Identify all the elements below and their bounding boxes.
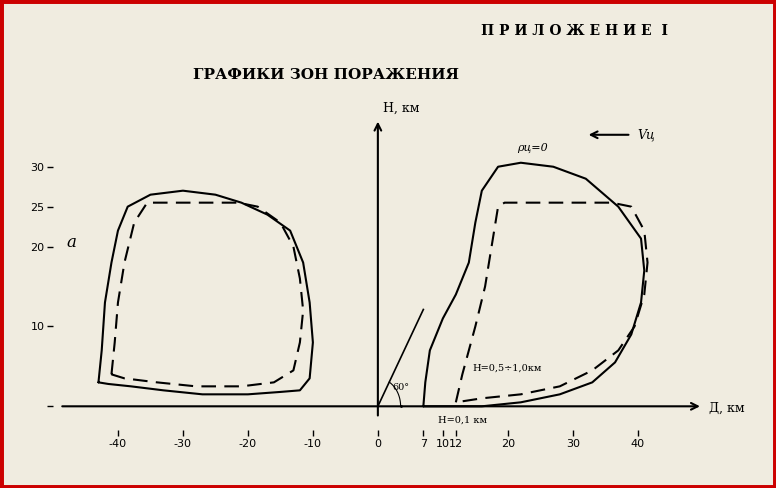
Text: П Р И Л О Ж Е Н И Е  I: П Р И Л О Ж Е Н И Е I [481,24,667,39]
Text: а: а [66,234,76,251]
Text: H=0,1 км: H=0,1 км [438,415,487,424]
Text: 60°: 60° [392,384,409,392]
Text: Vц: Vц [638,129,656,142]
Text: ρц=0: ρц=0 [518,143,549,153]
Text: ГРАФИКИ ЗОН ПОРАЖЕНИЯ: ГРАФИКИ ЗОН ПОРАЖЕНИЯ [193,68,459,82]
Text: Д, км: Д, км [709,402,745,415]
Text: Н, км: Н, км [383,102,420,115]
Text: H=0,5÷1,0км: H=0,5÷1,0км [472,364,542,372]
